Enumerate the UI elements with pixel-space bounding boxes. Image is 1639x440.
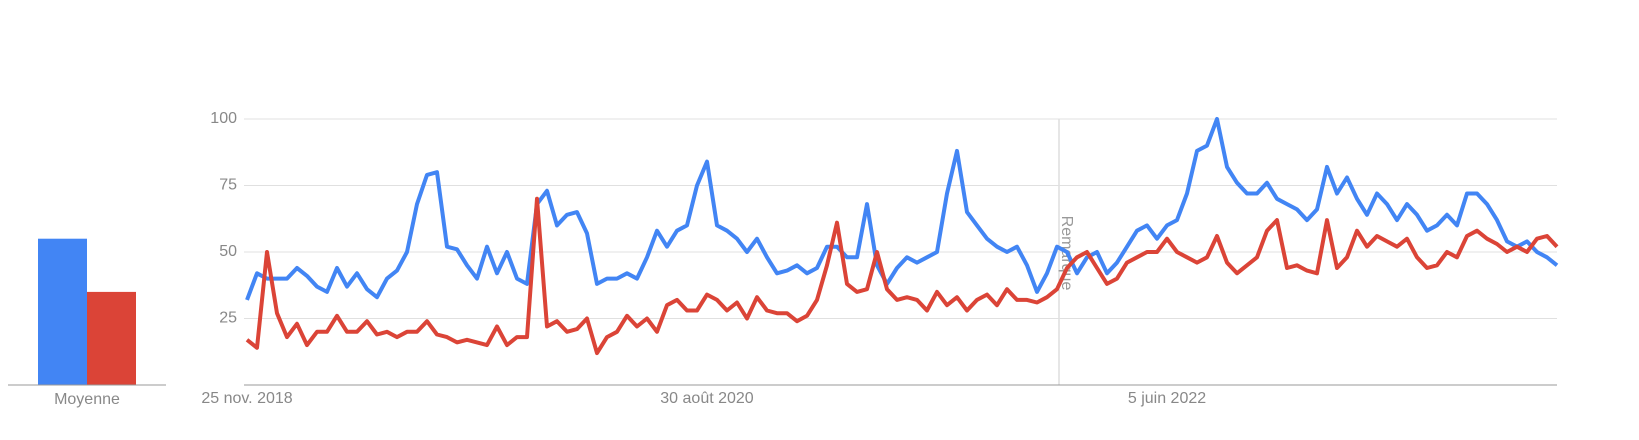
y-tick-label: 25 <box>219 310 237 327</box>
x-tick-label: 30 août 2020 <box>660 390 754 407</box>
trend-line <box>245 117 1559 301</box>
y-tick-label: 75 <box>219 177 237 194</box>
x-tick-label: Moyenne <box>54 391 120 408</box>
y-tick-label: 50 <box>219 243 237 260</box>
trend-line <box>245 196 1559 356</box>
x-tick-label: 5 juin 2022 <box>1128 390 1206 407</box>
x-tick-label: 25 nov. 2018 <box>201 390 292 407</box>
average-bar <box>87 291 136 385</box>
average-bar <box>38 238 87 385</box>
y-tick-label: 100 <box>210 110 237 127</box>
